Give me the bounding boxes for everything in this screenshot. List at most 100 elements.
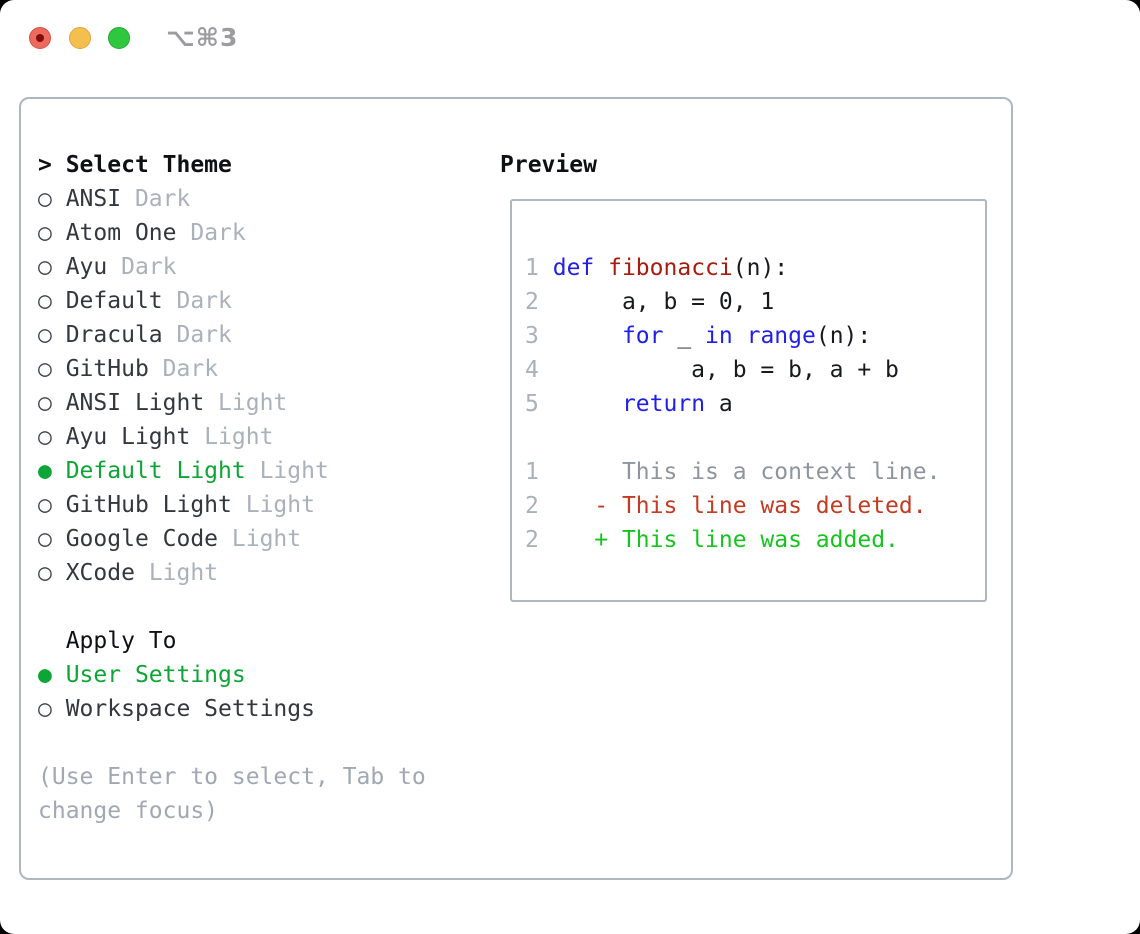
apply-to-label: Apply To [38,628,177,654]
theme-variant-label: Light [231,526,302,552]
theme-variant-label: Light [245,492,315,518]
apply-to-header: Apply To [38,624,426,658]
spacer-row [38,726,426,760]
code-segment: a, b = 0, 1 [538,289,775,315]
hint-line-1: (Use Enter to select, Tab to [38,760,426,794]
zoom-button[interactable] [108,27,130,49]
code-segment [539,255,553,281]
spacer-row [38,590,426,624]
radio-unselected-icon: ○ [38,254,66,280]
theme-name: Ayu [65,254,108,280]
theme-option-ansi-dark[interactable]: ○ ANSI Dark [38,182,426,216]
code-segment: def [552,255,595,281]
theme-variant-label: Light [204,424,274,450]
theme-name: Google Code [65,526,219,552]
theme-variant-label: Light [148,560,219,586]
theme-option-github-dark[interactable]: ○ GitHub Dark [38,352,426,386]
radio-unselected-icon: ○ [38,424,66,450]
select-theme-label: Select Theme [65,152,232,178]
theme-list-column: > Select Theme ○ ANSI Dark ○ Atom One Dark… [38,148,426,828]
code-line-4: 4 a, b = b, a + b [525,353,985,387]
theme-name: ANSI [65,186,122,212]
select-theme-header: > Select Theme [38,148,426,182]
close-button[interactable] [29,27,51,49]
code-segment: a [705,391,733,417]
code-line-2: 2 a, b = 0, 1 [525,285,985,319]
theme-name: GitHub [65,356,149,382]
theme-option-ansi-light-light[interactable]: ○ ANSI Light Light [38,386,426,420]
spacer-row [525,421,985,455]
radio-unselected-icon: ○ [38,322,66,348]
minimize-button[interactable] [69,27,91,49]
line-number: 2 [525,527,539,553]
window-title: ⌥⌘3 [166,23,239,52]
theme-option-google-code-light[interactable]: ○ Google Code Light [38,522,426,556]
hint-text: change focus) [38,798,219,824]
theme-option-xcode-light[interactable]: ○ XCode Light [38,556,426,590]
radio-unselected-icon: ○ [38,220,66,246]
code-line-3: 3 for _ in range(n): [525,319,985,353]
code-segment: + This line was added. [538,527,899,553]
line-number: 3 [525,323,539,349]
line-number: 4 [525,357,539,383]
code-segment: (n): [732,255,789,281]
radio-unselected-icon: ○ [38,356,66,382]
radio-selected-icon: ● [38,662,66,688]
line-number: 5 [525,391,539,417]
code-segment [539,391,622,417]
diff-line-3: 2 + This line was added. [525,523,985,557]
code-segment: (n): [815,323,872,349]
code-segment: for [621,323,664,349]
code-segment: return [621,391,706,417]
theme-option-default-light-light[interactable]: ● Default Light Light [38,454,426,488]
theme-name: GitHub Light [65,492,232,518]
code-segment: This is a context line. [538,459,941,485]
theme-option-github-light-light[interactable]: ○ GitHub Light Light [38,488,426,522]
unsaved-dot-icon [36,34,44,42]
line-number: 1 [525,255,539,281]
theme-name: XCode [65,560,135,586]
theme-name: Atom One [65,220,177,246]
theme-variant-label: Light [218,390,288,416]
radio-unselected-icon: ○ [38,186,66,212]
code-segment [733,323,747,349]
theme-variant-label: Dark [121,254,177,280]
radio-unselected-icon: ○ [38,492,66,518]
code-line-5: 5 return a [525,387,985,421]
theme-option-ayu-dark[interactable]: ○ Ayu Dark [38,250,426,284]
apply-option-user-settings[interactable]: ● User Settings [38,658,426,692]
apply-option-workspace-settings[interactable]: ○ Workspace Settings [38,692,426,726]
radio-unselected-icon: ○ [38,526,66,552]
theme-option-ayu-light-light[interactable]: ○ Ayu Light Light [38,420,426,454]
radio-unselected-icon: ○ [38,560,66,586]
theme-option-dracula-dark[interactable]: ○ Dracula Dark [38,318,426,352]
line-number: 2 [525,289,539,315]
code-segment: in [705,323,733,349]
theme-option-default-dark[interactable]: ○ Default Dark [38,284,426,318]
theme-variant-label: Dark [190,220,246,246]
theme-name: Dracula [65,322,163,348]
theme-option-atom-one-dark[interactable]: ○ Atom One Dark [38,216,426,250]
radio-unselected-icon: ○ [38,288,66,314]
theme-name: Default [65,288,163,314]
focus-caret-icon: > [38,152,66,178]
theme-name: Default Light [65,458,246,484]
diff-line-2: 2 - This line was deleted. [525,489,985,523]
radio-unselected-icon: ○ [38,696,66,722]
theme-variant-label: Dark [176,322,232,348]
code-segment: fibonacci [594,255,733,281]
radio-unselected-icon: ○ [38,390,66,416]
apply-option-label: Workspace Settings [65,696,315,722]
diff-line-1: 1 This is a context line. [525,455,985,489]
code-segment: _ [663,323,706,349]
preview-title: Preview [500,152,597,178]
line-number: 2 [525,493,539,519]
theme-variant-label: Dark [162,356,219,382]
code-segment: range [746,323,816,349]
code-segment: - This line was deleted. [538,493,927,519]
line-number: 1 [525,459,539,485]
hint-line-2: change focus) [38,794,426,828]
theme-variant-label: Dark [134,186,191,212]
